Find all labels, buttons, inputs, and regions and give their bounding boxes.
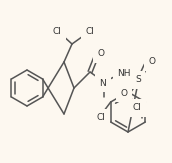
Text: O: O xyxy=(121,89,127,97)
Text: O: O xyxy=(148,58,155,67)
Text: NH: NH xyxy=(117,68,131,77)
Text: O: O xyxy=(98,50,105,59)
Text: Cl: Cl xyxy=(133,104,141,112)
Text: Cl: Cl xyxy=(85,27,94,36)
Text: Cl: Cl xyxy=(53,27,61,36)
Text: N: N xyxy=(100,79,106,88)
Text: S: S xyxy=(135,75,141,84)
Text: Cl: Cl xyxy=(96,113,105,123)
